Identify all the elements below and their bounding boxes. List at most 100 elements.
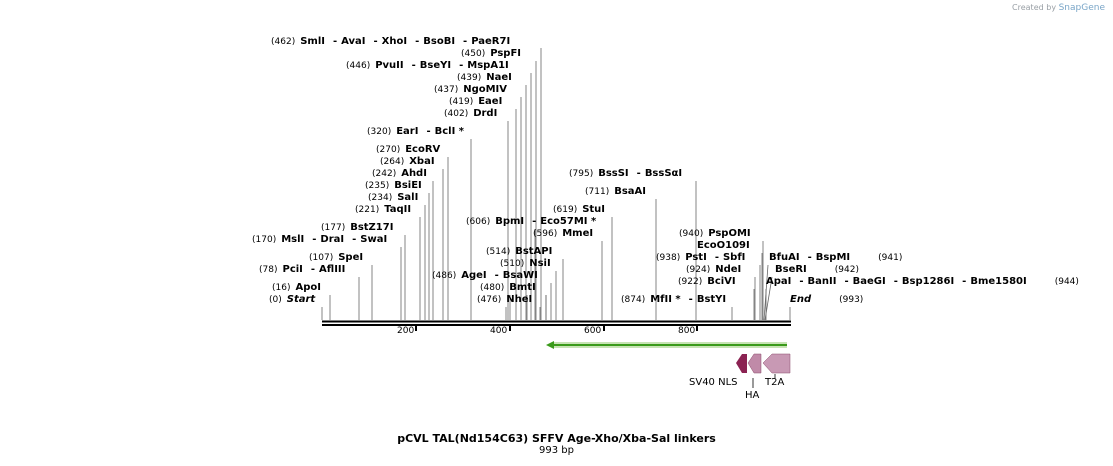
enzyme-name: BmtI (509, 282, 536, 293)
site-position: (419) (449, 97, 474, 107)
enzyme-name: TaqII (384, 204, 412, 215)
name-separator: - (893, 276, 898, 287)
feature-label-sv40-nls: SV40 NLS (689, 377, 738, 388)
name-separator: - (532, 216, 537, 227)
feature-label-ha: HA (745, 390, 760, 401)
enzyme-name: Eco57MI * (540, 216, 597, 227)
site-position: (942) (834, 265, 859, 275)
name-separator: - (844, 276, 849, 287)
site-position: (993) (839, 295, 864, 305)
orf-arrow-head (546, 341, 554, 349)
site-position: (940) (679, 229, 704, 239)
enzyme-name: EcoRV (405, 144, 441, 155)
credit-brand: SnapGene (1058, 3, 1105, 13)
name-separator: - (310, 264, 316, 275)
snapgene-credit: Created by SnapGene (1012, 3, 1105, 13)
site-label: (0) Start (269, 294, 315, 306)
site-label: (437) NgoMIV (434, 84, 507, 96)
enzyme-name: BseRI (775, 264, 807, 275)
name-separator: - (411, 60, 416, 71)
name-separator: - (312, 234, 317, 245)
enzyme-name: DrdI (473, 108, 498, 119)
enzyme-name: ApoI (295, 282, 321, 293)
enzyme-name: SalI (397, 192, 419, 203)
enzyme-name: StuI (582, 204, 606, 215)
site-position: (0) (269, 295, 282, 305)
enzyme-name: MspA1I (467, 60, 509, 71)
site-position: (941) (878, 253, 903, 263)
site-label: (419) EaeI (449, 96, 502, 108)
enzyme-name: PspOMI (708, 228, 751, 239)
enzyme-name: BstZ17I (350, 222, 394, 233)
site-position: (264) (380, 157, 405, 167)
enzyme-name: NgoMIV (463, 84, 508, 95)
site-position: (170) (252, 235, 277, 245)
site-position: (437) (434, 85, 459, 95)
enzyme-name: Bme1580I (970, 276, 1027, 287)
enzyme-name: BanII (807, 276, 837, 287)
enzyme-name: NsiI (529, 258, 551, 269)
sequence-length: 993 bp (539, 445, 574, 456)
enzyme-name: Bsp1286I (901, 276, 955, 287)
name-separator: - (459, 60, 464, 71)
site-position: (924) (686, 265, 711, 275)
map-title: pCVL TAL(Nd154C63) SFFV Age-Xho/Xba-Sal … (397, 432, 716, 445)
enzyme-name: BsoBI (423, 36, 456, 47)
name-separator: - (714, 252, 719, 263)
enzyme-name: PaeR7I (471, 36, 511, 47)
tick-label-600: 600 (584, 326, 602, 336)
site-label: (486) AgeI - BsaWI (432, 270, 538, 282)
enzyme-name: BpmI (495, 216, 525, 227)
site-position: (402) (444, 109, 469, 119)
enzyme-name: XhoI (381, 36, 408, 47)
site-label: (619) StuI (553, 204, 605, 216)
enzyme-name: SwaI (360, 234, 388, 245)
site-position: (234) (368, 193, 393, 203)
enzyme-name: NdeI (715, 264, 742, 275)
feature-sv40-nls (736, 354, 747, 373)
site-position: (922) (678, 277, 703, 287)
site-label: ApaI - BanII - BaeGI - Bsp1286I - Bme1580I (944) (766, 276, 1079, 288)
site-label: (78) PciI - AflIII (259, 264, 345, 276)
site-label: (402) DrdI (444, 108, 497, 120)
enzyme-name: SmlI (300, 36, 325, 47)
site-label: (16) ApoI (272, 282, 321, 294)
name-separator: - (463, 36, 468, 47)
enzyme-name: AhdI (401, 168, 427, 179)
feature-ha (747, 353, 762, 374)
site-position: (476) (477, 295, 502, 305)
enzyme-name: EarI (396, 126, 419, 137)
enzyme-name: Start (286, 294, 316, 305)
site-label: (711) BsaAI (585, 186, 646, 198)
site-position: (944) (1054, 277, 1079, 287)
site-label: (270) EcoRV (376, 144, 440, 156)
enzyme-name: EaeI (478, 96, 503, 107)
name-separator: - (352, 234, 357, 245)
site-label: BfuAI - BspMI (941) (769, 252, 902, 264)
site-position: (177) (321, 223, 346, 233)
enzyme-name: AflIII (319, 264, 346, 275)
enzyme-name: BspMI (815, 252, 851, 263)
site-label: (264) XbaI (380, 156, 435, 168)
site-position: (446) (346, 61, 371, 71)
enzyme-name: ApaI (766, 276, 792, 287)
enzyme-name: MslI (281, 234, 305, 245)
site-position: (514) (486, 247, 511, 257)
enzyme-name: MmeI (562, 228, 594, 239)
name-separator: - (426, 126, 431, 137)
enzyme-name: SpeI (338, 252, 364, 263)
enzyme-name: BfuAI (769, 252, 800, 263)
name-separator: - (807, 252, 812, 263)
site-position: (270) (376, 145, 401, 155)
enzyme-name: AgeI (461, 270, 487, 281)
site-position: (711) (585, 187, 610, 197)
site-label: (940) PspOMI (679, 228, 751, 240)
enzyme-name: BsiEI (394, 180, 422, 191)
enzyme-name: BseYI (419, 60, 452, 71)
feature-t2a (762, 353, 791, 374)
site-label: (462) SmlI - AvaI - XhoI - BsoBI - PaeR7I (271, 36, 510, 48)
site-position: (874) (621, 295, 646, 305)
site-position: (221) (355, 205, 380, 215)
site-position: (619) (553, 205, 578, 215)
